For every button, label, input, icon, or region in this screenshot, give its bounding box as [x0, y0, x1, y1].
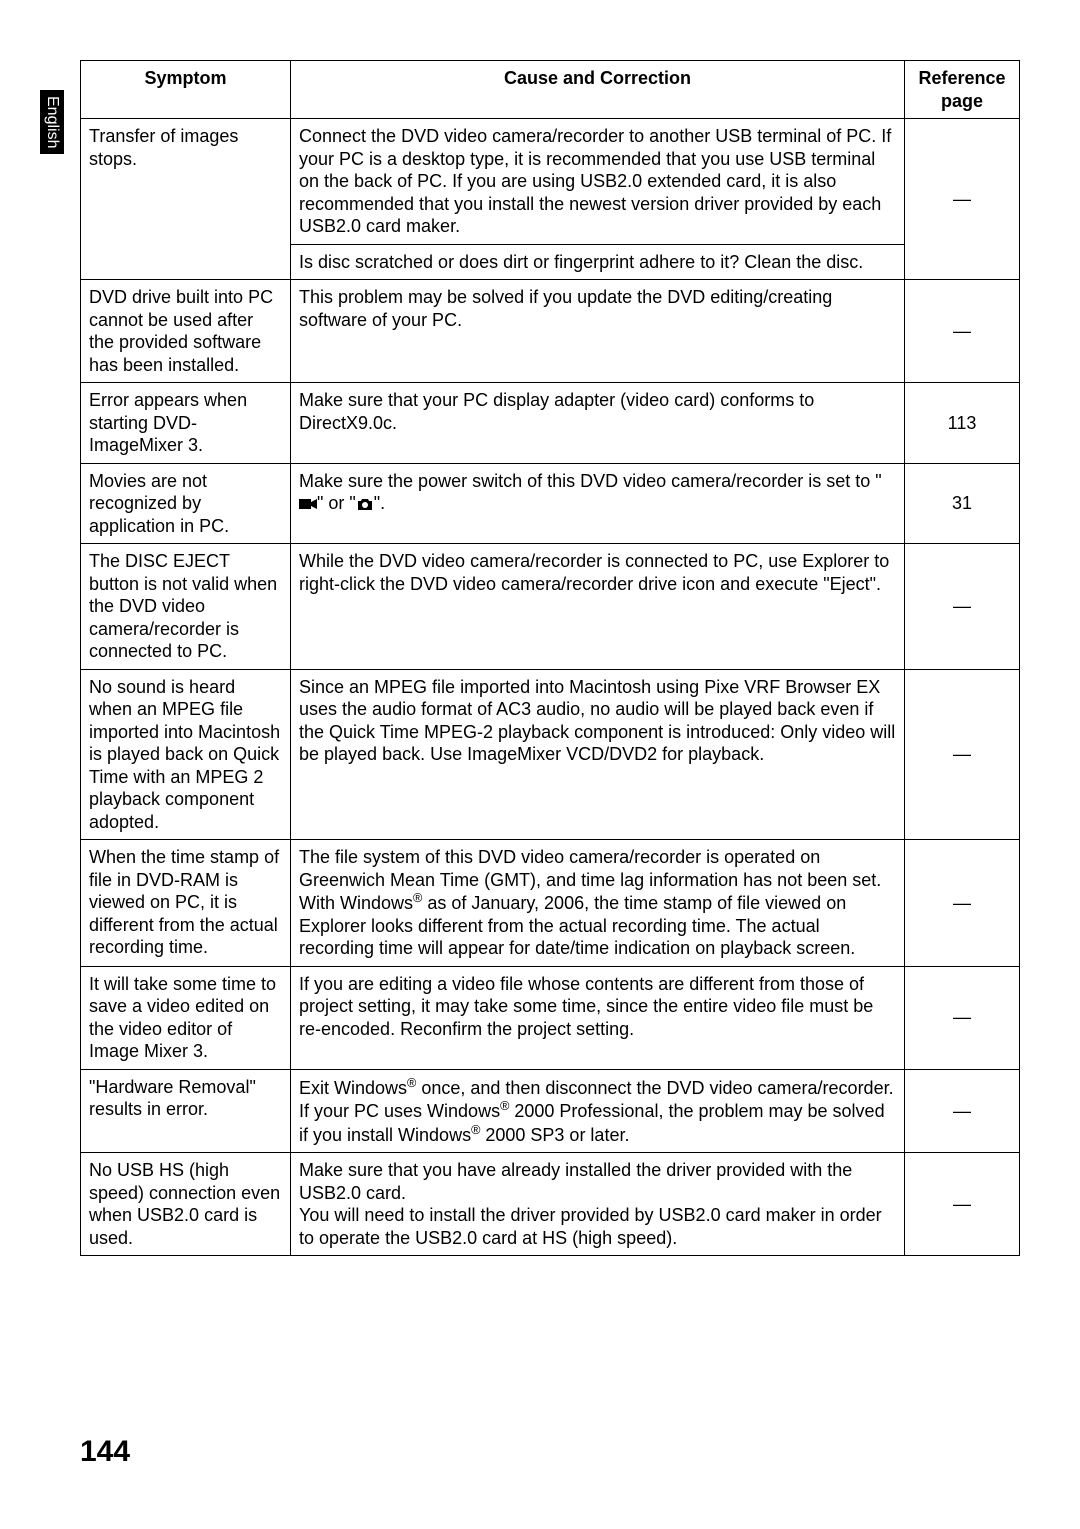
registered-mark: ® — [413, 891, 422, 905]
table-row: "Hardware Removal" results in error. Exi… — [81, 1069, 1020, 1153]
symptom-cell: Error appears when starting DVD-ImageMix… — [81, 383, 291, 464]
table-row: No sound is heard when an MPEG file impo… — [81, 669, 1020, 840]
photo-mode-icon — [356, 497, 374, 511]
reference-cell: 113 — [905, 383, 1020, 464]
registered-mark: ® — [500, 1099, 509, 1113]
table-row: The DISC EJECT button is not valid when … — [81, 544, 1020, 670]
reference-cell: — — [905, 966, 1020, 1069]
cause-text-a: Exit Windows — [299, 1078, 407, 1098]
cause-cell: Since an MPEG file imported into Macinto… — [291, 669, 905, 840]
reference-cell: — — [905, 840, 1020, 967]
cause-cell: Exit Windows® once, and then disconnect … — [291, 1069, 905, 1153]
registered-mark: ® — [407, 1076, 416, 1090]
table-header-row: Symptom Cause and Correction Reference p… — [81, 61, 1020, 119]
page-number: 144 — [80, 1435, 130, 1469]
reference-cell: 31 — [905, 463, 1020, 544]
symptom-cell: DVD drive built into PC cannot be used a… — [81, 280, 291, 383]
cause-cell: The file system of this DVD video camera… — [291, 840, 905, 967]
cause-cell: If you are editing a video file whose co… — [291, 966, 905, 1069]
table-row: DVD drive built into PC cannot be used a… — [81, 280, 1020, 383]
header-cause: Cause and Correction — [291, 61, 905, 119]
symptom-cell: Transfer of images stops. — [81, 119, 291, 280]
table-row: No USB HS (high speed) connection even w… — [81, 1153, 1020, 1256]
reference-cell: — — [905, 119, 1020, 280]
table-row: Error appears when starting DVD-ImageMix… — [81, 383, 1020, 464]
language-tab: English — [40, 90, 64, 154]
symptom-cell: No USB HS (high speed) connection even w… — [81, 1153, 291, 1256]
cause-text-mid: " or " — [317, 493, 356, 513]
reference-cell: — — [905, 280, 1020, 383]
cause-text-d: 2000 SP3 or later. — [480, 1125, 629, 1145]
symptom-cell: When the time stamp of file in DVD-RAM i… — [81, 840, 291, 967]
manual-page: English Symptom Cause and Correction Ref… — [0, 0, 1080, 1529]
video-mode-icon — [299, 497, 317, 511]
table-row: When the time stamp of file in DVD-RAM i… — [81, 840, 1020, 967]
cause-cell: While the DVD video camera/recorder is c… — [291, 544, 905, 670]
symptom-cell: The DISC EJECT button is not valid when … — [81, 544, 291, 670]
table-row: Movies are not recognized by application… — [81, 463, 1020, 544]
table-row: Transfer of images stops. Connect the DV… — [81, 119, 1020, 245]
cause-text-pre: Make sure the power switch of this DVD v… — [299, 471, 882, 491]
cause-text-post: ". — [374, 493, 385, 513]
cause-cell: Make sure the power switch of this DVD v… — [291, 463, 905, 544]
cause-cell: This problem may be solved if you update… — [291, 280, 905, 383]
troubleshooting-table: Symptom Cause and Correction Reference p… — [80, 60, 1020, 1256]
cause-cell: Make sure that your PC display adapter (… — [291, 383, 905, 464]
symptom-cell: "Hardware Removal" results in error. — [81, 1069, 291, 1153]
cause-cell: Connect the DVD video camera/recorder to… — [291, 119, 905, 245]
cause-cell: Make sure that you have already installe… — [291, 1153, 905, 1256]
symptom-cell: No sound is heard when an MPEG file impo… — [81, 669, 291, 840]
reference-cell: — — [905, 1069, 1020, 1153]
symptom-cell: It will take some time to save a video e… — [81, 966, 291, 1069]
reference-cell: — — [905, 669, 1020, 840]
reference-cell: — — [905, 1153, 1020, 1256]
reference-cell: — — [905, 544, 1020, 670]
symptom-cell: Movies are not recognized by application… — [81, 463, 291, 544]
troubleshooting-table-wrap: Symptom Cause and Correction Reference p… — [80, 60, 1020, 1256]
header-symptom: Symptom — [81, 61, 291, 119]
table-row: It will take some time to save a video e… — [81, 966, 1020, 1069]
cause-cell: Is disc scratched or does dirt or finger… — [291, 244, 905, 280]
header-reference: Reference page — [905, 61, 1020, 119]
registered-mark: ® — [471, 1123, 480, 1137]
